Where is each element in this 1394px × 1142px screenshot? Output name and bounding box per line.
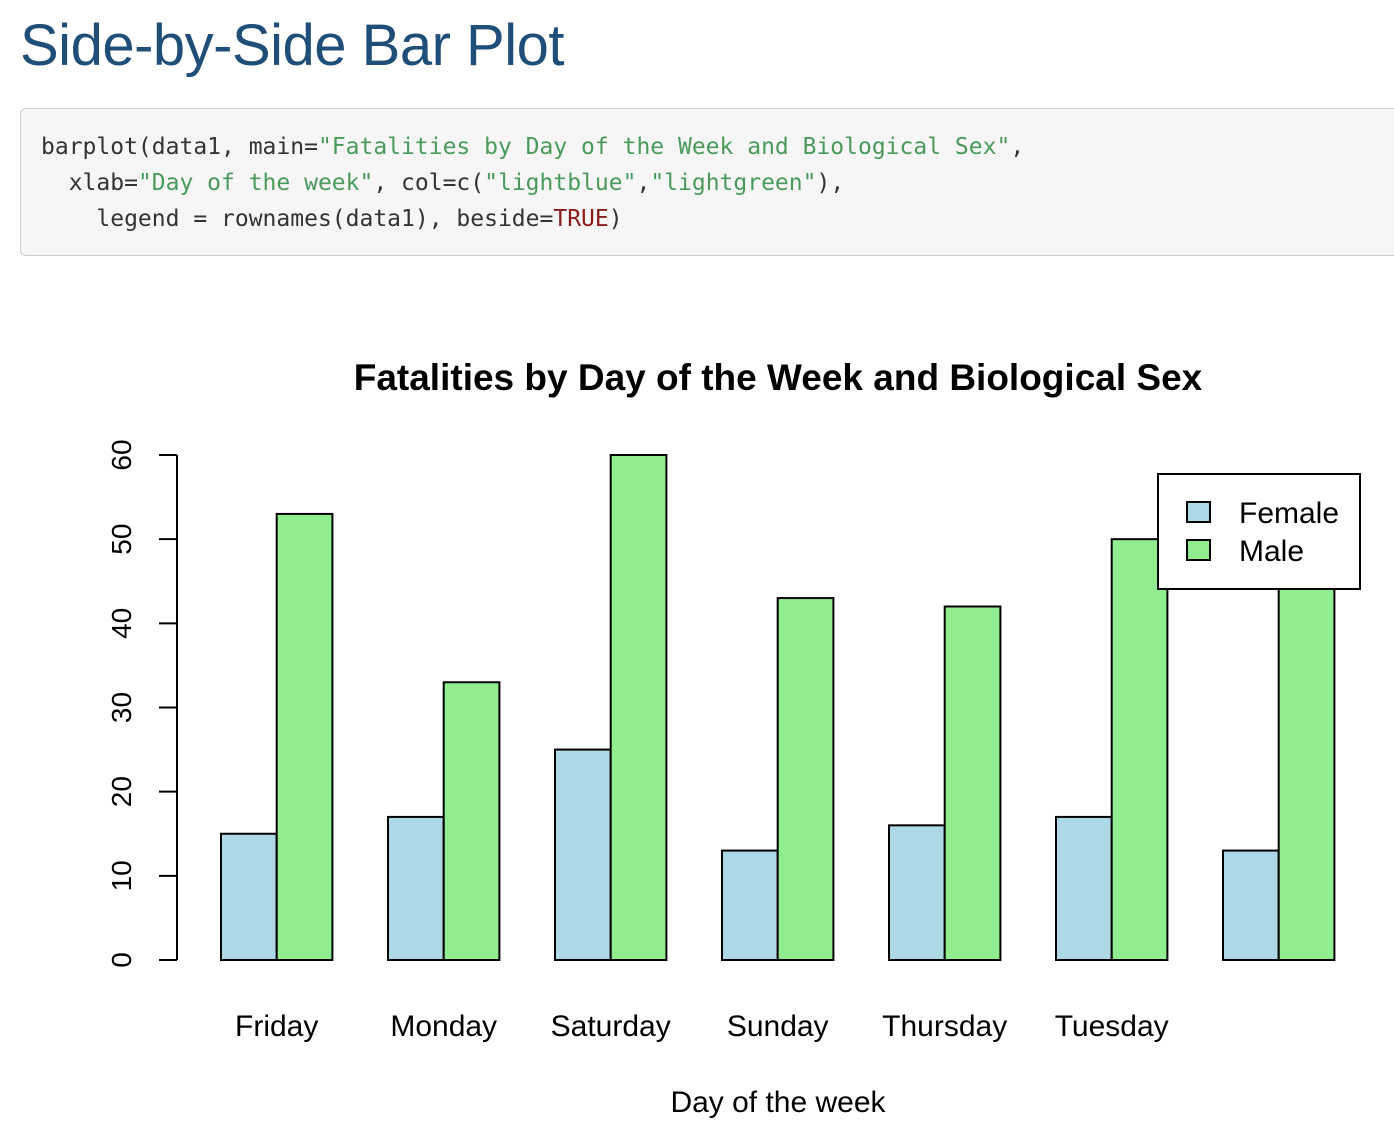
code-token: "lightgreen" (650, 170, 817, 196)
y-tick-label: 30 (106, 692, 137, 723)
legend-swatch-female (1186, 501, 1211, 523)
bar-group-thursday (888, 605, 1002, 961)
code-token: "Day of the week" (137, 170, 374, 196)
bar-group-friday (220, 512, 334, 962)
x-tick-label: Monday (390, 1010, 497, 1043)
code-token: ) (608, 206, 623, 232)
x-tick-label: Sunday (727, 1010, 829, 1043)
bar-group-wednesday (1222, 563, 1336, 961)
bar-male-friday (275, 512, 334, 962)
y-tick-label: 40 (106, 608, 137, 639)
bar-female-tuesday (1055, 815, 1113, 962)
code-token: barplot(data1, main= (41, 134, 318, 160)
x-tick-label: Friday (235, 1010, 318, 1043)
y-tick-label: 20 (106, 776, 137, 807)
code-token: legend = rownames(data1), beside= (41, 206, 554, 232)
bar-female-thursday (888, 824, 946, 961)
bar-male-monday (442, 681, 501, 961)
x-axis-title: Day of the week (670, 1086, 886, 1119)
bar-group-monday (387, 681, 501, 962)
legend-swatch-male (1186, 539, 1211, 561)
code-token: TRUE (553, 206, 609, 232)
legend: Female Male (1157, 473, 1361, 590)
y-axis: 0 10 20 30 40 50 60 (106, 439, 178, 968)
legend-box (1157, 473, 1361, 590)
code-block: barplot(data1, main="Fatalities by Day o… (20, 108, 1394, 256)
code-line-1: barplot(data1, main="Fatalities by Day o… (41, 129, 1394, 165)
y-tick-label: 10 (106, 860, 137, 891)
x-tick-label: Thursday (882, 1010, 1007, 1043)
code-token: xlab= (41, 170, 138, 196)
legend-label-female: Female (1239, 497, 1339, 530)
bar-male-thursday (943, 605, 1002, 961)
code-token: , (636, 170, 651, 196)
y-tick-label: 50 (106, 524, 137, 555)
x-axis-labels: Friday Monday Saturday Sunday Thursday Tuesda… (235, 1010, 1169, 1043)
bar-female-monday (387, 815, 445, 962)
bar-female-wednesday (1222, 849, 1280, 961)
bar-female-sunday (721, 849, 779, 961)
code-token: "Fatalities by Day of the Week and Biolo… (317, 134, 1011, 160)
x-tick-label: Saturday (551, 1010, 671, 1043)
x-tick-label: Tuesday (1055, 1010, 1169, 1043)
bar-group-sunday (721, 597, 835, 961)
bar-male-wednesday (1277, 563, 1336, 961)
chart-title: Fatalities by Day of the Week and Biolog… (354, 357, 1203, 398)
bar-group-tuesday (1055, 538, 1169, 962)
code-token: ), (816, 170, 845, 196)
code-line-2: xlab="Day of the week", col=c("lightblue… (41, 165, 1394, 201)
bar-male-tuesday (1110, 538, 1169, 962)
bar-male-saturday (609, 454, 668, 961)
bar-male-sunday (776, 597, 835, 961)
y-tick-label: 60 (106, 439, 137, 470)
bar-group-saturday (554, 454, 668, 962)
y-tick-label: 0 (106, 952, 137, 968)
bar-chart: Fatalities by Day of the Week and Biolog… (20, 300, 1394, 1142)
bar-chart-svg: Fatalities by Day of the Week and Biolog… (106, 357, 1361, 1119)
code-token: , col=c( (373, 170, 485, 196)
code-line-3: legend = rownames(data1), beside=TRUE) (41, 201, 1394, 237)
page-title: Side-by-Side Bar Plot (20, 13, 564, 78)
legend-label-male: Male (1239, 535, 1304, 568)
code-token: "lightblue" (484, 170, 637, 196)
code-token: , (1010, 134, 1025, 160)
bar-female-friday (220, 832, 278, 961)
bar-groups (220, 454, 1336, 962)
bar-female-saturday (554, 748, 612, 962)
